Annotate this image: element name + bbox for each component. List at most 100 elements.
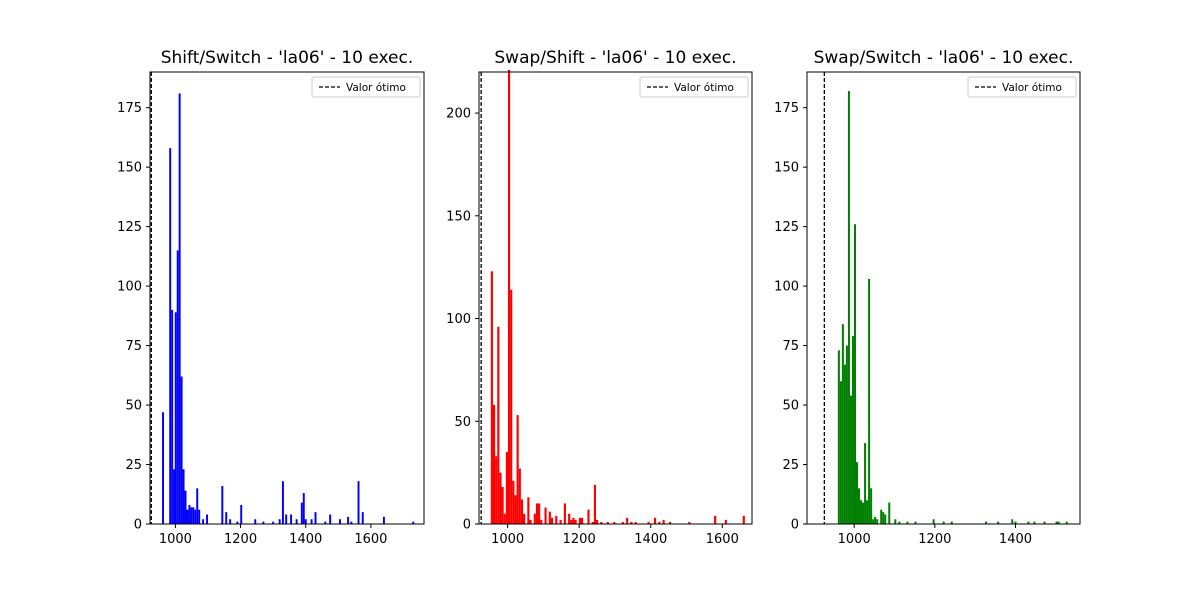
histogram-bar (194, 509, 197, 524)
histogram-bar (520, 499, 524, 524)
histogram-bar (357, 481, 360, 524)
histogram-bar (503, 513, 506, 524)
histogram-bar (591, 521, 594, 524)
histogram-bar (942, 521, 945, 524)
histogram-bar (492, 404, 496, 524)
histogram-bar (190, 507, 193, 524)
histogram-bar (1055, 521, 1058, 524)
legend: Valor ótimo (311, 76, 421, 98)
histogram-bar (653, 517, 657, 524)
y-tick-label: 150 (117, 161, 142, 176)
histogram-bar (880, 509, 883, 524)
histogram-bar (361, 512, 364, 524)
histogram-bar (596, 519, 599, 524)
y-tick-label: 100 (446, 312, 471, 327)
histogram-bar (507, 69, 511, 524)
axes-frame (149, 71, 425, 525)
histogram-bar (188, 504, 191, 524)
histogram-bar (221, 485, 224, 524)
histogram-bar (563, 503, 566, 524)
histogram-bar (847, 91, 850, 524)
histogram-bar (858, 488, 861, 524)
y-tick-label: 0 (463, 518, 471, 533)
x-tick-label: 1000 (159, 532, 192, 547)
histogram-bar (272, 521, 275, 524)
histogram-bar (860, 500, 863, 524)
x-tick-label: 1200 (224, 532, 257, 547)
chart-title: Swap/Switch - 'la06' - 10 exec. (814, 48, 1074, 68)
histogram-bar (254, 519, 257, 524)
histogram-bar (538, 503, 541, 524)
histogram-bar (510, 289, 513, 524)
histogram-bar (501, 487, 504, 524)
chart-panel-1: 1000 1200 1400 1600 0 25 50 75 100 125 150 175 Shift… (117, 48, 425, 547)
histogram-bar (300, 502, 303, 524)
histogram-bar (184, 490, 187, 524)
histogram-bar (570, 519, 573, 524)
histogram-bar (278, 519, 281, 524)
histogram-bar (535, 503, 539, 524)
chart-title: Swap/Shift - 'la06' - 10 exec. (494, 48, 736, 68)
histogram-bar (914, 521, 917, 524)
histogram-bar (162, 412, 164, 524)
histogram-bar (841, 324, 844, 524)
histogram-bar (742, 515, 745, 524)
axes-frame (478, 71, 753, 525)
histogram-bar (868, 278, 871, 524)
histogram-bar (225, 512, 228, 524)
histogram-bar (874, 516, 877, 524)
histogram-bar (285, 514, 288, 524)
histogram-bar (568, 513, 571, 524)
legend-box (311, 76, 421, 98)
histogram-bar (851, 336, 854, 524)
histogram-bar (593, 484, 596, 524)
histogram-bar (262, 521, 265, 524)
histogram-bar (295, 519, 298, 524)
histogram-bar (876, 519, 879, 524)
x-tick-label: 1600 (354, 532, 387, 547)
x-tick-label: 1400 (289, 532, 322, 547)
histogram-bar (898, 521, 901, 524)
legend-label: Valor ótimo (674, 82, 734, 94)
histogram-bar (550, 517, 554, 524)
histogram-bar (574, 519, 577, 524)
histogram-bar (1033, 521, 1036, 524)
histogram-bar (888, 502, 891, 524)
y-tick-label: 50 (454, 415, 471, 430)
histogram-bar (523, 513, 526, 524)
histogram-bar (559, 519, 562, 524)
histogram-bar (310, 519, 313, 524)
histogram-bar (171, 309, 174, 524)
y-tick-label: 175 (117, 101, 142, 116)
histogram-bar (186, 509, 189, 524)
y-tick-label: 75 (125, 339, 142, 354)
histogram-bar (855, 462, 859, 524)
y-tick-label: 100 (774, 280, 799, 295)
histogram-bar (724, 519, 727, 524)
histogram-bar (658, 521, 661, 524)
histogram-bar (514, 495, 517, 524)
x-tick-label: 1400 (999, 532, 1032, 547)
x-tick-label: 1000 (838, 532, 871, 547)
histogram-bar (527, 497, 530, 524)
histogram-bar (169, 148, 172, 524)
legend-box (967, 76, 1077, 98)
y-tick-label: 100 (117, 280, 142, 295)
histogram-bar (196, 488, 199, 524)
legend-box (639, 76, 749, 98)
histogram-bar (843, 364, 846, 524)
histogram-bar (849, 395, 852, 524)
histogram-bar (176, 250, 179, 525)
histogram-bar (894, 519, 897, 524)
histogram-bar (206, 514, 208, 524)
histogram-bar (182, 469, 185, 524)
histogram-bar (688, 521, 691, 524)
histogram-bar (634, 521, 637, 524)
x-tick-label: 1400 (634, 532, 667, 547)
histogram-bar (662, 519, 665, 524)
histogram-bar (192, 507, 195, 524)
histogram-bar (347, 516, 350, 524)
histogram-bar (932, 519, 935, 524)
histogram-bar (505, 452, 508, 524)
x-tick-label: 1200 (563, 532, 596, 547)
